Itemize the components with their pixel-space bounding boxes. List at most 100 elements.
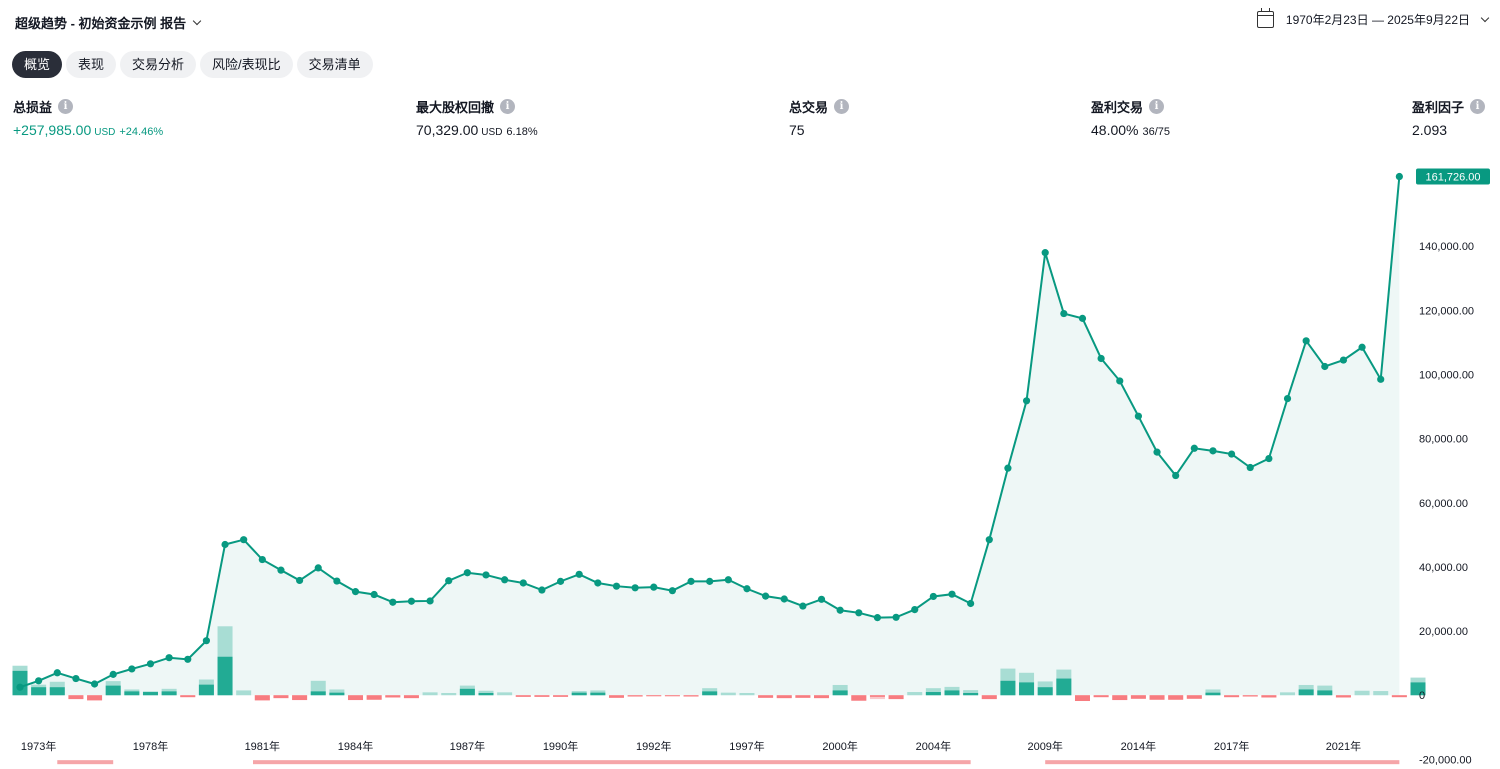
- equity-point-8[interactable]: [146, 660, 155, 668]
- equity-point-64[interactable]: [1190, 444, 1198, 452]
- tab-trade-list[interactable]: 交易清单: [296, 51, 373, 78]
- equity-point-29[interactable]: [538, 586, 546, 594]
- equity-point-30[interactable]: [556, 577, 565, 585]
- equity-point-14[interactable]: [258, 555, 266, 564]
- equity-point-36[interactable]: [668, 587, 677, 595]
- equity-point-75[interactable]: [1395, 172, 1403, 181]
- equity-point-41[interactable]: [762, 592, 770, 600]
- equity-point-33[interactable]: [612, 582, 621, 590]
- equity-point-15[interactable]: [277, 566, 285, 574]
- equity-point-46[interactable]: [855, 609, 863, 617]
- equity-point-47[interactable]: [873, 614, 882, 622]
- trade-bar-39[interactable]: [720, 692, 736, 696]
- trade-bar-23[interactable]: [422, 692, 438, 696]
- equity-point-73[interactable]: [1358, 343, 1366, 351]
- equity-point-45[interactable]: [836, 606, 844, 614]
- equity-point-43[interactable]: [799, 602, 807, 610]
- equity-chart[interactable]: -20,000.00 0 20,000.00 40,000.00 60,000.00 80…: [0, 150, 1500, 769]
- trade-bar-26[interactable]: [478, 690, 494, 696]
- trade-bar-47[interactable]: [869, 695, 885, 700]
- equity-point-49[interactable]: [911, 605, 919, 614]
- info-icon[interactable]: i: [1149, 99, 1165, 114]
- equity-point-57[interactable]: [1060, 309, 1068, 318]
- equity-point-39[interactable]: [724, 576, 732, 584]
- equity-point-3[interactable]: [53, 669, 61, 677]
- equity-point-52[interactable]: [967, 599, 975, 608]
- equity-point-68[interactable]: [1265, 454, 1273, 463]
- equity-point-19[interactable]: [351, 588, 360, 596]
- trade-bar-40[interactable]: [739, 692, 755, 696]
- trade-bar-71[interactable]: [1317, 685, 1333, 696]
- equity-point-32[interactable]: [594, 579, 602, 587]
- equity-point-60[interactable]: [1116, 377, 1124, 385]
- equity-point-61[interactable]: [1134, 412, 1142, 420]
- equity-point-44[interactable]: [817, 595, 826, 603]
- equity-point-28[interactable]: [519, 579, 527, 587]
- equity-point-55[interactable]: [1022, 397, 1031, 405]
- equity-point-21[interactable]: [389, 598, 397, 606]
- equity-point-27[interactable]: [501, 576, 509, 584]
- trade-bar-18[interactable]: [329, 689, 345, 696]
- trade-bar-27[interactable]: [497, 692, 513, 696]
- trade-bar-52[interactable]: [963, 690, 979, 696]
- equity-point-17[interactable]: [314, 564, 322, 572]
- equity-point-63[interactable]: [1172, 471, 1180, 480]
- trade-bar-69[interactable]: [1280, 692, 1296, 696]
- equity-point-71[interactable]: [1321, 362, 1329, 371]
- tab-performance[interactable]: 表现: [66, 51, 117, 78]
- equity-point-4[interactable]: [72, 674, 80, 683]
- trade-bar-65[interactable]: [1205, 689, 1221, 696]
- trade-bar-73[interactable]: [1354, 690, 1370, 696]
- equity-point-53[interactable]: [985, 536, 993, 544]
- trade-bar-13[interactable]: [236, 690, 252, 696]
- equity-point-6[interactable]: [109, 670, 117, 678]
- equity-point-38[interactable]: [706, 577, 714, 585]
- equity-point-74[interactable]: [1377, 375, 1385, 383]
- equity-point-5[interactable]: [90, 680, 99, 688]
- tab-risk-ratios[interactable]: 风险/表现比: [200, 51, 293, 78]
- tab-trade-analysis[interactable]: 交易分析: [120, 51, 197, 78]
- equity-point-23[interactable]: [426, 597, 434, 605]
- equity-point-54[interactable]: [1004, 464, 1012, 472]
- equity-point-65[interactable]: [1209, 447, 1217, 455]
- trade-bar-49[interactable]: [907, 692, 923, 696]
- date-range-picker[interactable]: 1970年2月23日 — 2025年9月22日: [1256, 8, 1490, 28]
- equity-point-24[interactable]: [445, 577, 453, 585]
- trade-bar-74[interactable]: [1373, 691, 1389, 696]
- equity-point-1[interactable]: [16, 683, 24, 691]
- equity-point-22[interactable]: [407, 597, 416, 605]
- equity-point-13[interactable]: [240, 536, 248, 544]
- report-title-dropdown[interactable]: 超级趋势 - 初始资金示例 报告: [15, 13, 202, 32]
- equity-point-10[interactable]: [184, 655, 192, 663]
- trade-bar-45[interactable]: [832, 684, 848, 696]
- equity-point-7[interactable]: [128, 665, 136, 673]
- equity-point-50[interactable]: [929, 592, 937, 601]
- equity-point-16[interactable]: [296, 576, 304, 585]
- trade-bar-24[interactable]: [441, 692, 457, 696]
- equity-point-2[interactable]: [35, 677, 43, 685]
- info-icon[interactable]: i: [834, 99, 850, 114]
- equity-point-34[interactable]: [631, 584, 639, 592]
- equity-point-31[interactable]: [575, 570, 583, 578]
- info-icon[interactable]: i: [500, 99, 516, 114]
- equity-point-18[interactable]: [333, 577, 341, 585]
- equity-point-12[interactable]: [221, 540, 229, 549]
- equity-point-35[interactable]: [650, 583, 658, 591]
- trade-bar-50[interactable]: [925, 688, 941, 696]
- equity-point-26[interactable]: [482, 571, 490, 579]
- equity-point-51[interactable]: [948, 590, 956, 598]
- equity-point-67[interactable]: [1246, 463, 1254, 472]
- equity-point-69[interactable]: [1283, 394, 1292, 403]
- equity-point-20[interactable]: [370, 590, 378, 599]
- equity-point-59[interactable]: [1097, 354, 1105, 363]
- equity-point-40[interactable]: [743, 585, 751, 593]
- equity-point-25[interactable]: [463, 569, 471, 577]
- equity-point-48[interactable]: [892, 613, 900, 621]
- equity-point-37[interactable]: [687, 577, 695, 585]
- equity-point-42[interactable]: [780, 595, 788, 603]
- tab-overview[interactable]: 概览: [12, 51, 63, 78]
- equity-point-11[interactable]: [202, 637, 210, 645]
- equity-point-9[interactable]: [165, 654, 173, 662]
- equity-point-62[interactable]: [1153, 448, 1161, 456]
- info-icon[interactable]: i: [1470, 99, 1486, 114]
